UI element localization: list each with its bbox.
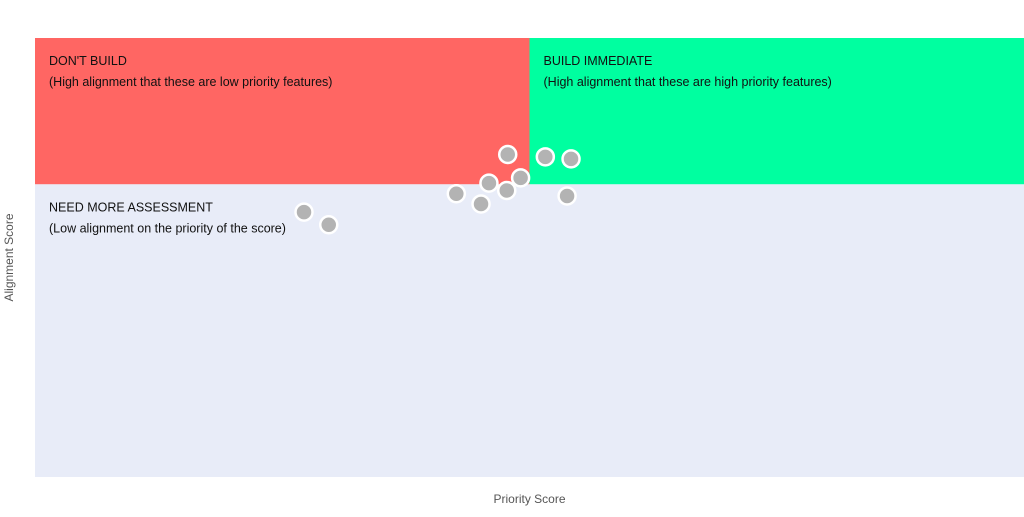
quadrant-subtitle-need-more-assessment: (Low alignment on the priority of the sc…: [49, 221, 286, 235]
quadrant-title-dont-build: DON'T BUILD: [49, 54, 127, 68]
data-point-6[interactable]: [498, 182, 515, 199]
data-point-10[interactable]: [296, 204, 313, 221]
data-point-7[interactable]: [559, 188, 576, 205]
data-point-9[interactable]: [473, 195, 490, 212]
quadrant-title-build-immediate: BUILD IMMEDIATE: [544, 54, 653, 68]
quadrant-layer: [35, 38, 1024, 477]
data-point-8[interactable]: [448, 185, 465, 202]
data-point-3[interactable]: [563, 150, 580, 167]
data-point-2[interactable]: [537, 148, 554, 165]
x-axis-label: Priority Score: [493, 492, 565, 506]
data-point-11[interactable]: [320, 216, 337, 233]
quadrant-subtitle-dont-build: (High alignment that these are low prior…: [49, 75, 332, 89]
quadrant-title-need-more-assessment: NEED MORE ASSESSMENT: [49, 200, 213, 214]
y-axis-label: Alignment Score: [2, 213, 16, 301]
data-point-5[interactable]: [480, 175, 497, 192]
data-point-4[interactable]: [512, 169, 529, 186]
data-point-1[interactable]: [499, 146, 516, 163]
quadrant-subtitle-build-immediate: (High alignment that these are high prio…: [544, 75, 832, 89]
